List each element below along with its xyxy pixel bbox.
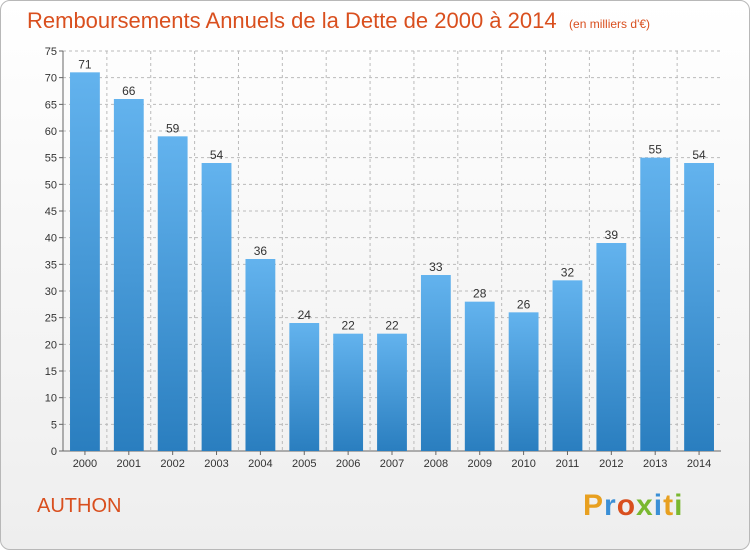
bar	[70, 72, 100, 451]
data-label: 71	[78, 57, 92, 71]
x-tick-label: 2006	[336, 458, 360, 470]
data-label: 54	[692, 148, 706, 162]
x-tick-label: 2004	[248, 458, 272, 470]
y-tick-label: 15	[45, 366, 57, 378]
x-tick-label: 2000	[73, 458, 97, 470]
y-tick-label: 75	[45, 46, 57, 58]
y-tick-label: 30	[45, 286, 57, 298]
bar	[552, 280, 583, 451]
y-tick-label: 60	[45, 126, 57, 138]
y-tick-label: 5	[51, 419, 57, 431]
data-label: 36	[254, 244, 268, 258]
bar	[245, 259, 276, 451]
x-tick-label: 2005	[292, 458, 316, 470]
bar	[377, 333, 407, 451]
data-label: 39	[605, 228, 619, 242]
x-tick-label: 2010	[511, 458, 535, 470]
logo-letter: P	[583, 489, 605, 522]
data-label: 33	[429, 260, 443, 274]
x-tick-label: 2008	[424, 458, 448, 470]
data-label: 55	[649, 143, 663, 157]
data-label: 26	[517, 297, 531, 311]
y-tick-label: 50	[45, 179, 57, 191]
y-tick-label: 70	[45, 73, 57, 85]
logo-letter: i	[674, 489, 684, 522]
bars	[70, 72, 714, 452]
data-label: 66	[122, 84, 136, 98]
y-tick-label: 45	[45, 206, 57, 218]
x-tick-label: 2013	[643, 458, 667, 470]
y-tick-label: 55	[45, 153, 57, 165]
data-label: 22	[385, 319, 399, 333]
x-tick-label: 2009	[467, 458, 491, 470]
data-label: 24	[298, 308, 312, 322]
y-tick-label: 10	[45, 393, 57, 405]
logo-letter: t	[663, 489, 675, 522]
bar	[508, 312, 539, 451]
data-label: 22	[341, 319, 355, 333]
chart-title: Remboursements Annuels de la Dette de 20…	[27, 8, 557, 33]
x-tick-label: 2001	[117, 458, 141, 470]
chart-subtitle: (en milliers d'€)	[569, 17, 651, 31]
logo-letter: i	[653, 489, 664, 522]
bar	[201, 163, 232, 451]
labels: 0 5 10 15 20 25 30 35 40 45 50 55 60 65 70 75 71 2000 66 20…	[45, 46, 712, 470]
logo-letter: x	[636, 489, 654, 522]
y-tick-label: 25	[45, 313, 57, 325]
logo-letter: o	[616, 489, 637, 522]
bar	[464, 301, 495, 451]
y-tick-label: 20	[45, 339, 57, 351]
data-label: 32	[561, 265, 575, 279]
title-block: Remboursements Annuels de la Dette de 20…	[27, 8, 650, 34]
x-tick-label: 2002	[160, 458, 184, 470]
x-tick-label: 2003	[204, 458, 228, 470]
data-label: 28	[473, 287, 487, 301]
bar	[684, 163, 714, 451]
x-tick-label: 2014	[687, 458, 711, 470]
data-label: 54	[210, 148, 224, 162]
bar	[333, 333, 364, 451]
bar	[420, 275, 451, 451]
data-label: 59	[166, 121, 180, 135]
bar	[289, 323, 320, 451]
y-tick-label: 35	[45, 259, 57, 271]
bar	[113, 99, 144, 451]
commune-name: AUTHON	[37, 495, 122, 517]
x-tick-label: 2012	[599, 458, 623, 470]
x-tick-label: 2011	[556, 458, 580, 470]
proxiti-logo: Proxiti	[583, 489, 683, 523]
logo-letter: r	[604, 489, 617, 522]
x-tick-label: 2007	[380, 458, 404, 470]
bar	[640, 157, 671, 451]
bar	[157, 136, 188, 452]
y-tick-label: 0	[51, 446, 57, 458]
y-tick-label: 65	[45, 99, 57, 111]
y-tick-label: 40	[45, 233, 57, 245]
bar	[596, 243, 627, 451]
